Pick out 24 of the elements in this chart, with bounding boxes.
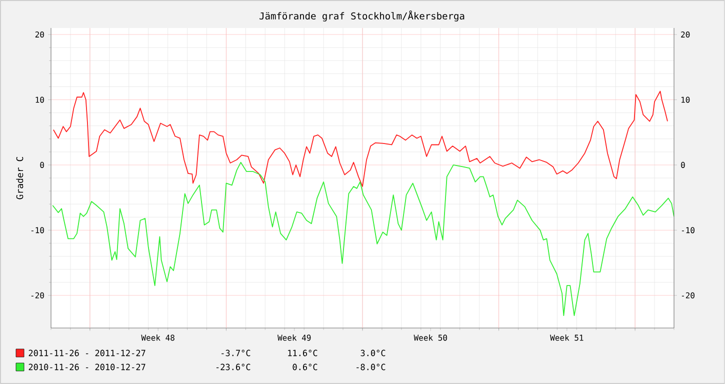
y-axis-title: Grader C [16,157,24,200]
x-tick-label: Week 48 [141,334,174,341]
text: -23.6°C [216,364,250,370]
x-tick-label: Week 49 [278,334,311,341]
chart-title: Jämförande graf Stockholm/Åkersberga [260,10,464,22]
legend-label: 2010-11-26 - 2010-12-27 [28,364,146,370]
y2-tick-label: 20 [681,31,690,38]
x-tick-label: Week 51 [550,334,584,341]
y-tick-label: 0 [40,162,44,168]
y-tick-label: 20 [35,31,44,38]
y-tick-label: -20 [31,292,44,298]
text: -3.7°C [222,350,250,356]
y2-tick-label: 0 [681,162,685,168]
y2-tick-label: -20 [682,292,694,298]
x-tick-label: Week 50 [414,334,447,341]
y2-tick-label: 10 [682,96,690,103]
text: 3.0°C [360,350,386,356]
y2-tick-label: -10 [682,227,694,234]
legend-label: 2011-11-26 - 2011-12-27 [28,350,146,356]
text: 0.6°C [292,364,318,370]
text: -8.0°C [356,364,386,370]
y-tick-label: -10 [31,227,44,234]
text: 11.6°C [288,350,318,356]
y-tick-label: 10 [36,96,44,103]
